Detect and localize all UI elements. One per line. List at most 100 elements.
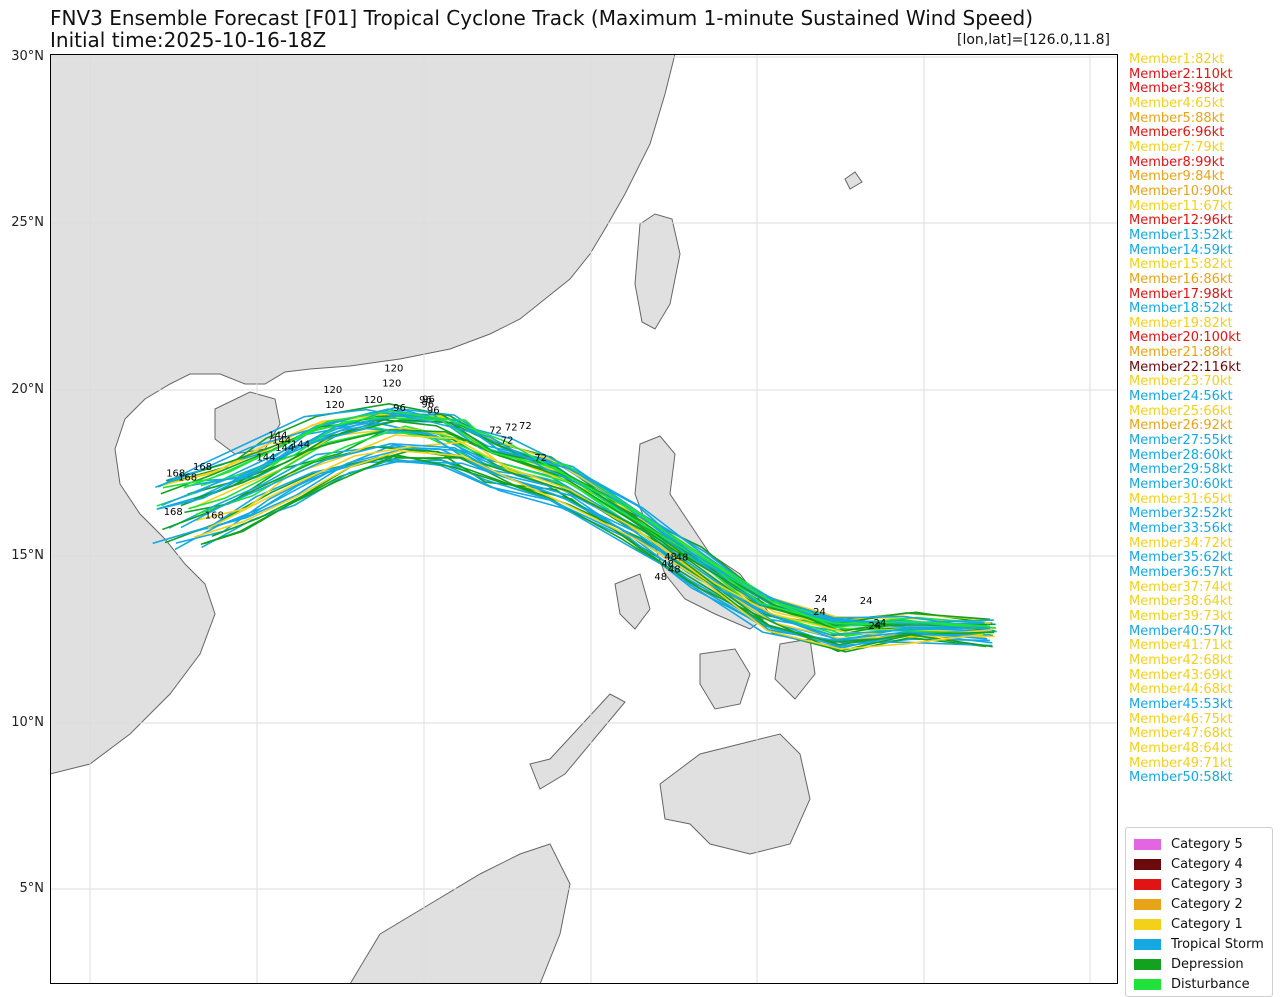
- forecast-hour-label: 72: [534, 453, 547, 464]
- member-entry: Member50:58kt: [1129, 770, 1233, 786]
- legend-label: Category 5: [1171, 836, 1243, 852]
- member-entry: Member19:82kt: [1129, 315, 1233, 331]
- member-entry: Member16:86kt: [1129, 271, 1233, 287]
- forecast-hour-label: 96: [419, 395, 432, 406]
- forecast-hour-label: 48: [664, 552, 677, 563]
- forecast-hour-label: 72: [489, 426, 502, 437]
- member-entry: Member18:52kt: [1129, 301, 1233, 317]
- ensemble-tracks: [152, 402, 997, 653]
- forecast-hour-label: 24: [874, 618, 887, 629]
- forecast-hour-label: 48: [668, 564, 681, 575]
- member-entry: Member46:75kt: [1129, 711, 1233, 727]
- ensemble-track: [193, 449, 984, 650]
- legend-swatch: [1134, 858, 1161, 870]
- forecast-hour-label: 144: [268, 430, 287, 441]
- lat-label-5: 5°N: [19, 881, 45, 896]
- ensemble-track: [180, 442, 988, 641]
- ensemble-track: [158, 408, 991, 630]
- member-entry: Member17:98kt: [1129, 286, 1233, 302]
- lat-label-30: 30°N: [11, 49, 44, 64]
- member-entry: Member32:52kt: [1129, 506, 1233, 522]
- forecast-hour-label: 168: [164, 507, 183, 518]
- member-intensity-list: Member1:82kt Member2:110kt Member3:98kt Mem…: [1129, 52, 1241, 786]
- member-entry: Member3:98kt: [1129, 81, 1225, 97]
- forecast-hour-label: 144: [256, 453, 275, 464]
- member-entry: Member12:96kt: [1129, 213, 1233, 229]
- ryukyu-island: [844, 171, 863, 190]
- forecast-hour-label: 168: [205, 510, 224, 521]
- ensemble-track: [211, 449, 995, 646]
- forecast-hour-label: 48: [654, 572, 667, 583]
- legend-item: Category 1: [1134, 914, 1272, 934]
- ensemble-track: [183, 410, 991, 628]
- ensemble-track: [164, 413, 991, 624]
- member-entry: Member45:53kt: [1129, 696, 1233, 712]
- forecast-hour-label: 96: [393, 403, 406, 414]
- chart-title: FNV3 Ensemble Forecast [F01] Tropical Cy…: [50, 6, 1034, 30]
- legend-swatch: [1134, 878, 1161, 890]
- member-entry: Member15:82kt: [1129, 257, 1233, 273]
- legend-swatch: [1134, 918, 1161, 930]
- category-legend: Category 5 Category 4 Category 3 Category 2…: [1125, 827, 1273, 997]
- member-entry: Member21:88kt: [1129, 345, 1233, 361]
- member-entry: Member37:74kt: [1129, 579, 1233, 595]
- member-entry: Member23:70kt: [1129, 374, 1233, 390]
- member-entry: Member7:79kt: [1129, 139, 1225, 155]
- member-entry: Member14:59kt: [1129, 242, 1233, 258]
- member-entry: Member22:116kt: [1129, 359, 1241, 375]
- forecast-hour-label: 72: [505, 423, 518, 434]
- ensemble-track: [188, 429, 985, 635]
- member-entry: Member25:66kt: [1129, 403, 1233, 419]
- legend-label: Category 2: [1171, 896, 1243, 912]
- legend-swatch: [1134, 838, 1161, 850]
- member-entry: Member20:100kt: [1129, 330, 1241, 346]
- member-entry: Member39:73kt: [1129, 608, 1233, 624]
- forecast-hour-label: 168: [166, 469, 185, 480]
- legend-item: Tropical Storm: [1134, 934, 1272, 954]
- member-entry: Member8:99kt: [1129, 154, 1225, 170]
- forecast-hour-label: 144: [291, 440, 310, 451]
- ensemble-track: [175, 458, 990, 647]
- member-entry: Member30:60kt: [1129, 477, 1233, 493]
- forecast-hour-label: 48: [661, 559, 674, 570]
- member-entry: Member47:68kt: [1129, 726, 1233, 742]
- legend-label: Tropical Storm: [1171, 936, 1264, 952]
- ensemble-track: [201, 460, 990, 642]
- legend-item: Category 5: [1134, 834, 1272, 854]
- lat-label-25: 25°N: [11, 215, 44, 230]
- member-entry: Member49:71kt: [1129, 755, 1233, 771]
- forecast-hour-label: 120: [382, 379, 401, 390]
- member-entry: Member28:60kt: [1129, 447, 1233, 463]
- initial-time: Initial time:2025-10-16-18Z: [50, 28, 327, 52]
- member-entry: Member41:71kt: [1129, 638, 1233, 654]
- legend-label: Category 3: [1171, 876, 1243, 892]
- legend-item: Disturbance: [1134, 974, 1272, 994]
- forecast-hour-label: 24: [813, 607, 826, 618]
- mindanao-island: [659, 733, 811, 855]
- ensemble-track: [184, 414, 985, 625]
- member-entry: Member10:90kt: [1129, 183, 1233, 199]
- member-entry: Member33:56kt: [1129, 521, 1233, 536]
- member-entry: Member44:68kt: [1129, 682, 1233, 698]
- member-entry: Member6:96kt: [1129, 125, 1225, 141]
- land-masses: [50, 54, 863, 984]
- lat-label-15: 15°N: [11, 548, 44, 563]
- member-entry: Member36:57kt: [1129, 564, 1233, 580]
- forecast-hour-label: 24: [869, 621, 882, 632]
- member-entry: Member13:52kt: [1129, 227, 1233, 243]
- legend-label: Category 4: [1171, 856, 1243, 872]
- legend-swatch: [1134, 898, 1161, 910]
- taiwan-island: [634, 213, 681, 330]
- mindoro-island: [614, 573, 651, 630]
- forecast-hour-label: 168: [193, 462, 212, 473]
- legend-item: Depression: [1134, 954, 1272, 974]
- ensemble-track: [194, 406, 989, 630]
- member-entry: Member27:55kt: [1129, 433, 1233, 449]
- palawan-island: [529, 693, 626, 790]
- forecast-hour-label: 96: [421, 400, 434, 411]
- forecast-hour-label: 96: [427, 406, 440, 417]
- member-entry: Member38:64kt: [1129, 594, 1233, 610]
- forecast-hour-label: 24: [860, 596, 873, 607]
- forecast-hour-label: 48: [676, 553, 689, 564]
